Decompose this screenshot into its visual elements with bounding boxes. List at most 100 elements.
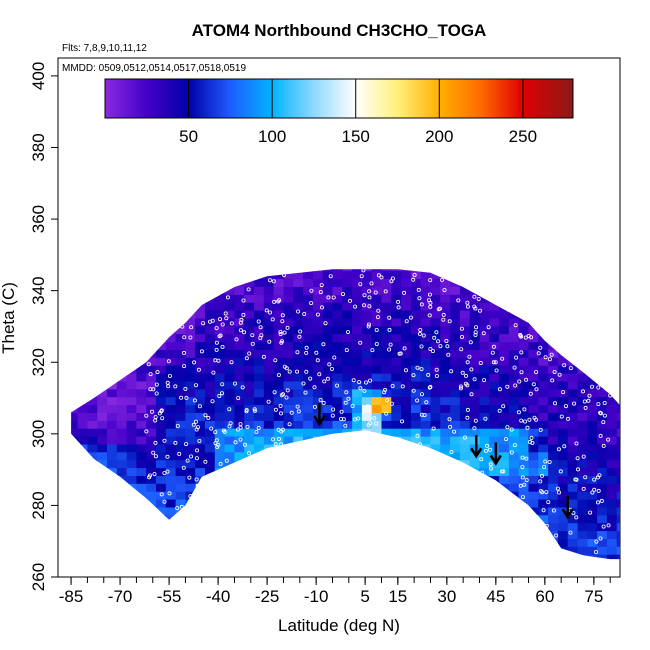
sample-point [575, 456, 580, 461]
sample-point [490, 350, 495, 355]
heat-cell [597, 506, 608, 516]
down-arrow-marker [470, 435, 483, 459]
heat-cell [518, 443, 530, 453]
heat-cell [508, 310, 520, 319]
heat-cell [557, 349, 569, 358]
sample-point [574, 477, 579, 482]
heat-cell [293, 404, 304, 413]
heat-cell [577, 365, 588, 374]
sample-point [514, 355, 519, 360]
sample-point [144, 413, 149, 418]
y-tick-label: 300 [29, 420, 48, 448]
sample-point [266, 399, 271, 404]
heat-cell [410, 365, 422, 374]
heat-cell [322, 349, 334, 358]
sample-point [379, 275, 384, 280]
heat-cell [107, 388, 118, 398]
heat-cell [597, 530, 608, 539]
heat-cell [303, 420, 314, 429]
heat-cell [303, 365, 314, 374]
sample-point [434, 373, 439, 378]
sample-point [144, 429, 149, 434]
heat-cell [352, 428, 363, 437]
heat-cell [479, 436, 490, 445]
heat-cell [459, 412, 471, 421]
heat-cell [244, 294, 255, 303]
heat-cell [322, 333, 334, 343]
heat-cell [156, 475, 167, 484]
heat-cell [528, 349, 539, 358]
heat-cell [469, 467, 481, 476]
heat-cell [283, 436, 294, 445]
heat-cell [616, 546, 621, 555]
heat-cell [381, 388, 392, 398]
heat-cell [293, 380, 304, 390]
sample-point [358, 282, 363, 287]
heat-cell [616, 420, 621, 429]
heat-cell [244, 436, 255, 445]
heat-cell [146, 349, 157, 358]
heat-cell [489, 388, 500, 398]
heat-cell [283, 310, 294, 319]
heat-cell [352, 349, 363, 358]
heat-cell [401, 396, 412, 406]
sample-point [522, 482, 527, 487]
heat-cell [606, 522, 618, 532]
heat-cell [381, 365, 392, 374]
heat-cell [479, 467, 490, 476]
heat-cell [165, 499, 177, 508]
heat-cell [577, 554, 588, 560]
heat-cell [577, 396, 588, 406]
heat-cell [528, 499, 539, 508]
sample-point [154, 382, 159, 387]
heat-cell [479, 357, 490, 366]
sample-point [440, 277, 445, 282]
sample-point [364, 380, 369, 385]
heat-cell [244, 451, 255, 461]
heat-cell [244, 333, 255, 343]
sample-point [576, 467, 581, 472]
heat-cell [440, 302, 451, 311]
heat-cell [420, 357, 432, 366]
heat-cell [410, 388, 422, 398]
heat-cell [312, 420, 324, 429]
heat-cell [450, 341, 461, 350]
sample-point [552, 369, 557, 374]
heat-cell [224, 388, 235, 398]
heat-cell [587, 412, 598, 421]
heat-cell [58, 420, 68, 429]
sample-point [267, 339, 272, 344]
sample-point [472, 426, 477, 431]
heat-cell [557, 443, 569, 453]
heat-cell [322, 269, 334, 272]
heat-cell [293, 428, 304, 437]
heat-cell [87, 459, 98, 469]
sample-point [241, 298, 246, 303]
heat-cell [283, 380, 294, 390]
sample-point [483, 416, 488, 421]
heat-cell [205, 436, 216, 445]
heat-cell [303, 270, 314, 280]
sample-point [568, 530, 573, 535]
sample-point [240, 385, 245, 390]
heat-cell [205, 412, 216, 421]
heat-cell [116, 420, 128, 429]
sample-point [595, 475, 600, 480]
heat-cell [205, 357, 216, 366]
heat-cell [538, 506, 549, 516]
heat-cell [371, 404, 383, 413]
heat-cell [440, 404, 451, 413]
heat-cell [352, 302, 363, 311]
sample-point [216, 358, 221, 363]
sample-point [247, 351, 252, 356]
heat-cell [283, 420, 294, 429]
heat-cell [361, 269, 373, 272]
heat-cell [107, 443, 118, 453]
heat-cell [391, 380, 402, 390]
heat-cell [538, 357, 549, 366]
heat-cell [391, 333, 402, 343]
heat-cell [361, 373, 373, 382]
sample-point [417, 296, 422, 301]
heat-cell [244, 365, 255, 374]
heat-cell [577, 451, 588, 461]
